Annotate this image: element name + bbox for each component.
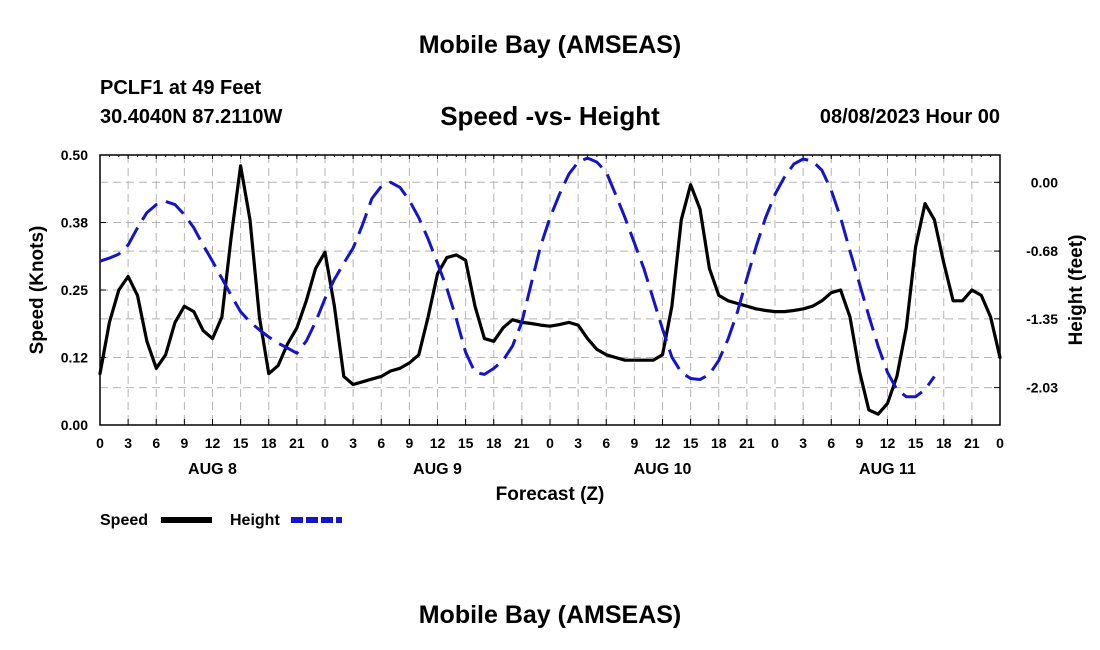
x-tick-label: 15: [458, 435, 474, 451]
speed-line: [98, 164, 1002, 416]
day-label: AUG 11: [859, 461, 916, 478]
chart-title: Speed -vs- Height: [440, 101, 660, 131]
x-tick-label: 0: [546, 435, 554, 451]
ticks-layer: 0 3 6 9 12 15 18 21 0 3 6 9 12 15 18 21 0 3 6 9 12 15 18 21 0 3 6 9…: [61, 147, 1058, 478]
legend-label-speed: Speed: [100, 512, 148, 529]
x-tick-label: 15: [683, 435, 699, 451]
x-tick-label: 18: [486, 435, 502, 451]
x-tick-label: 3: [349, 435, 357, 451]
y-axis-left-label: Speed (Knots): [27, 226, 48, 355]
x-tick-label: 6: [602, 435, 610, 451]
series-layer: [98, 156, 1002, 416]
x-tick-label: 6: [827, 435, 835, 451]
grid-layer: [100, 155, 1000, 425]
height-line: [99, 156, 936, 399]
day-label: AUG 10: [634, 461, 692, 478]
x-tick-label: 3: [124, 435, 132, 451]
x-tick-label: 6: [152, 435, 160, 451]
x-tick-label: 21: [739, 435, 755, 451]
x-tick-label: 9: [630, 435, 638, 451]
y-left-tick-label: 0.12: [61, 350, 88, 366]
x-tick-label: 12: [880, 435, 896, 451]
x-tick-label: 9: [855, 435, 863, 451]
y-left-tick-label: 0.00: [61, 417, 88, 433]
station-coordinates: 30.4040N 87.2110W: [100, 106, 283, 128]
x-tick-label: 9: [180, 435, 188, 451]
x-tick-label: 12: [205, 435, 221, 451]
x-tick-label: 21: [289, 435, 305, 451]
day-label: AUG 9: [413, 461, 462, 478]
x-tick-label: 0: [771, 435, 779, 451]
x-tick-label: 3: [574, 435, 582, 451]
legend-label-height: Height: [230, 512, 280, 529]
y-left-tick-label: 0.50: [61, 147, 88, 163]
legend: Speed Height: [100, 512, 342, 529]
y-right-tick-label: -2.03: [1026, 380, 1058, 396]
bottom-title: Mobile Bay (AMSEAS): [418, 601, 682, 629]
x-tick-label: 15: [233, 435, 249, 451]
station-label: PCLF1 at 49 Feet: [100, 77, 262, 99]
x-tick-label: 15: [908, 435, 924, 451]
x-tick-label: 0: [321, 435, 329, 451]
x-tick-label: 0: [996, 435, 1004, 451]
y-left-tick-label: 0.25: [61, 282, 88, 298]
y-axis-right-label: Height (feet): [1066, 235, 1087, 346]
x-tick-label: 21: [964, 435, 980, 451]
day-label: AUG 8: [188, 461, 237, 478]
forecast-time: 08/08/2023 Hour 00: [819, 106, 1000, 128]
x-tick-label: 9: [405, 435, 413, 451]
x-axis-label: Forecast (Z): [496, 484, 605, 505]
x-tick-label: 21: [514, 435, 530, 451]
page-title: Mobile Bay (AMSEAS): [418, 31, 682, 59]
x-tick-label: 18: [936, 435, 952, 451]
x-tick-label: 12: [430, 435, 446, 451]
x-tick-label: 18: [261, 435, 277, 451]
y-right-tick-label: 0.00: [1031, 174, 1058, 190]
y-right-tick-label: -1.35: [1026, 311, 1058, 327]
x-tick-label: 18: [711, 435, 727, 451]
x-tick-label: 0: [96, 435, 104, 451]
x-tick-label: 6: [377, 435, 385, 451]
y-right-tick-label: -0.68: [1026, 243, 1058, 259]
x-tick-label: 12: [655, 435, 671, 451]
x-tick-label: 3: [799, 435, 807, 451]
y-left-tick-label: 0.38: [61, 215, 88, 231]
